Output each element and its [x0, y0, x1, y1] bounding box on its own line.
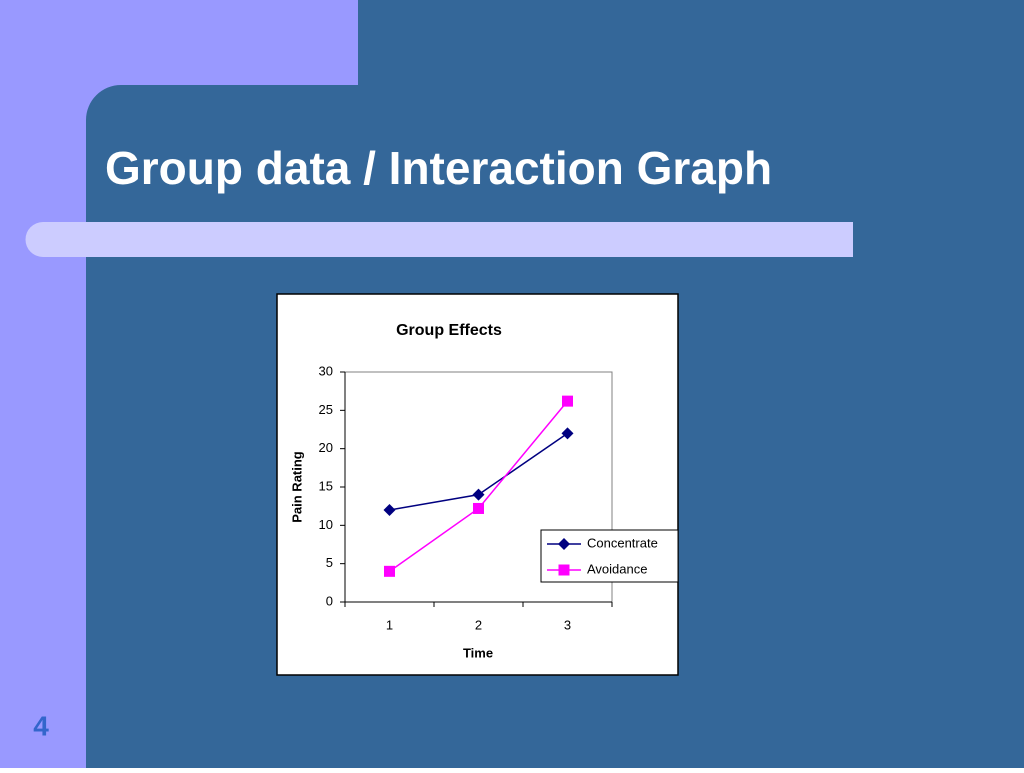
page-number: 4: [33, 710, 49, 741]
data-point: [383, 504, 396, 516]
data-point: [562, 395, 573, 407]
x-axis-label: Time: [463, 645, 493, 660]
y-tick-label: 10: [319, 517, 333, 532]
y-tick-label: 20: [319, 440, 333, 455]
legend-marker: [558, 538, 570, 550]
legend-label: Avoidance: [587, 561, 647, 576]
left-strip: [0, 0, 86, 768]
x-tick-label: 2: [475, 617, 482, 632]
data-point: [473, 502, 484, 514]
x-tick-label: 3: [564, 617, 571, 632]
data-point: [561, 427, 574, 440]
top-block: [0, 0, 358, 85]
y-tick-label: 0: [326, 593, 333, 608]
y-tick-label: 15: [319, 478, 333, 493]
y-axis-label: Pain Rating: [289, 451, 304, 523]
title-bar: [25, 222, 853, 257]
y-tick-label: 30: [319, 363, 333, 378]
data-point: [472, 488, 485, 501]
legend-label: Concentrate: [587, 535, 658, 550]
y-tick-label: 5: [326, 555, 333, 570]
plot-border: [345, 371, 613, 602]
chart-frame: [276, 293, 679, 676]
x-tick-label: 1: [386, 617, 393, 632]
y-tick-label: 25: [319, 402, 333, 417]
legend-marker: [558, 564, 570, 576]
chart-title: Group Effects: [396, 322, 502, 339]
data-point: [384, 565, 395, 577]
corner: [86, 85, 121, 120]
slide-title: Group data / Interaction Graph: [105, 142, 772, 194]
